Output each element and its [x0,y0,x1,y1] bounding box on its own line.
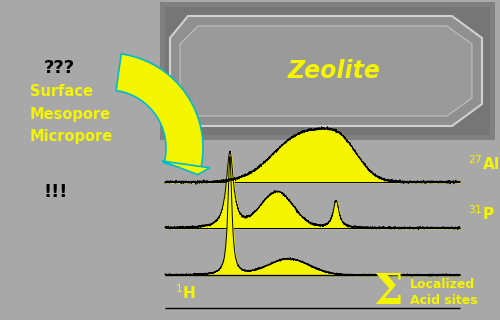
Bar [165,7,490,135]
Text: Surface: Surface [30,84,93,100]
Text: Σ: Σ [374,271,402,313]
Polygon shape [116,54,203,172]
Text: Localized: Localized [410,278,475,292]
Polygon shape [162,161,210,175]
Text: Zeolite: Zeolite [288,59,380,83]
Text: Mesopore: Mesopore [30,107,111,122]
Polygon shape [180,26,472,116]
Text: Acid sites: Acid sites [410,293,478,307]
Text: $^{27}$Al: $^{27}$Al [468,155,500,173]
Text: ???: ??? [44,59,75,77]
Bar [160,2,495,140]
Text: !!!: !!! [44,183,68,201]
Text: Micropore: Micropore [30,129,113,143]
Text: $^{1}$H: $^{1}$H [175,284,196,302]
Bar [160,2,495,140]
Polygon shape [170,16,482,126]
Text: $^{31}$P: $^{31}$P [468,205,494,223]
